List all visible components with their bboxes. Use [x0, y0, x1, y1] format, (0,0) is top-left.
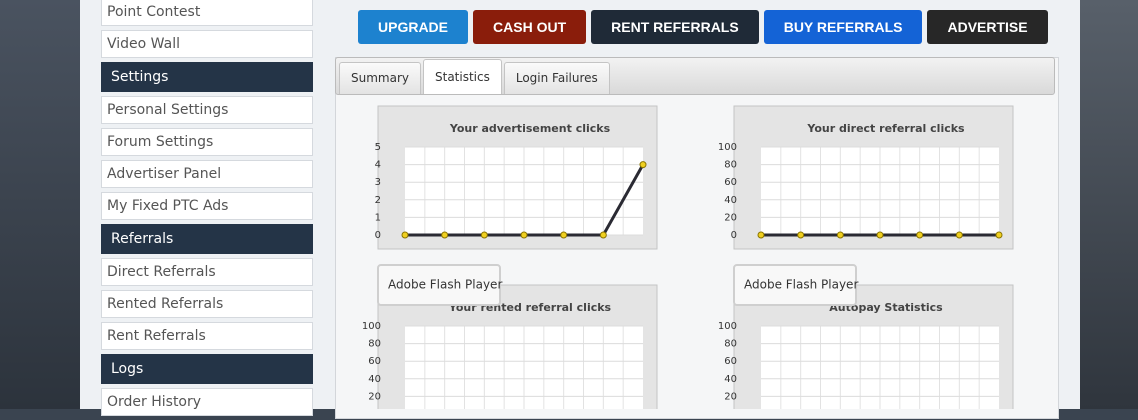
y-tick-label: 60 [368, 356, 381, 367]
flash-label: Adobe Flash Player [388, 278, 502, 292]
data-point [441, 231, 449, 239]
y-tick-label: 0 [731, 230, 737, 241]
y-tick-label: 60 [724, 356, 737, 367]
y-tick-label: 100 [718, 321, 737, 332]
nav-button[interactable]: ADVERTISE [927, 10, 1048, 44]
flash-label-box [377, 264, 501, 306]
data-point [876, 231, 884, 239]
y-tick-label: 20 [724, 391, 737, 402]
nav-button[interactable]: RENT REFERRALS [591, 10, 759, 44]
nav-button[interactable]: UPGRADE [358, 10, 469, 44]
menu-item[interactable]: Point Contest [101, 0, 313, 26]
tab[interactable]: Login Failures [503, 62, 610, 94]
y-tick-label: 80 [724, 160, 737, 171]
charts: Your advertisement clicks 0 1 2 3 4 5 Your dire… [362, 105, 1014, 409]
tab[interactable]: Summary [339, 62, 421, 94]
y-tick-label: 2 [375, 195, 381, 206]
button-bar: UPGRADE CASH OUT RENT REFERRALS BUY REFERRA… [358, 10, 1048, 44]
y-tick-label: 5 [375, 142, 381, 153]
menu-item[interactable]: Rent Referrals [101, 322, 313, 350]
menu-item[interactable]: Video Wall [101, 30, 313, 58]
menu-item[interactable]: Direct Referrals [101, 258, 313, 286]
y-tick-label: 20 [724, 212, 737, 223]
chart-title: Your direct referral clicks [806, 122, 965, 135]
sidebar: Point Contest Video Wall Settings Personal … [101, 0, 313, 420]
y-tick-label: 80 [724, 339, 737, 350]
nav-button[interactable]: BUY REFERRALS [763, 10, 923, 44]
y-tick-label: 40 [724, 195, 737, 206]
data-point [836, 231, 844, 239]
y-tick-label: 4 [375, 160, 381, 171]
data-point [995, 231, 1003, 239]
tab-bar: Summary Statistics Login Failures [335, 57, 1055, 95]
background-right [1080, 0, 1138, 409]
data-point [757, 231, 765, 239]
data-point [480, 231, 488, 239]
data-point [401, 231, 409, 239]
section-header: Logs [101, 354, 313, 384]
y-tick-label: 40 [368, 374, 381, 385]
y-tick-label: 3 [375, 177, 381, 188]
menu-item[interactable]: Personal Settings [101, 96, 313, 124]
y-tick-label: 100 [718, 142, 737, 153]
nav-button[interactable]: CASH OUT [473, 10, 587, 44]
menu-item[interactable]: Advertiser Panel [101, 160, 313, 188]
data-point [639, 161, 647, 169]
menu-item[interactable]: Rented Referrals [101, 290, 313, 318]
y-tick-label: 1 [375, 212, 381, 223]
data-point [916, 231, 924, 239]
background-left [0, 0, 80, 409]
data-point [520, 231, 528, 239]
y-tick-label: 40 [724, 374, 737, 385]
y-tick-label: 0 [375, 230, 381, 241]
tab[interactable]: Statistics [423, 59, 502, 94]
menu-item[interactable]: Forum Settings [101, 128, 313, 156]
chart-title: Your advertisement clicks [449, 122, 611, 135]
data-point [560, 231, 568, 239]
section-header: Settings [101, 62, 313, 92]
y-tick-label: 20 [368, 391, 381, 402]
data-point [955, 231, 963, 239]
chart-title: Autopay Statistics [829, 301, 943, 314]
data-point [797, 231, 805, 239]
section-header: Referrals [101, 224, 313, 254]
data-point [599, 231, 607, 239]
flash-label-box [733, 264, 857, 306]
y-tick-label: 100 [362, 321, 381, 332]
y-tick-label: 60 [724, 177, 737, 188]
flash-label: Adobe Flash Player [744, 278, 858, 292]
menu-item[interactable]: My Fixed PTC Ads [101, 192, 313, 220]
y-tick-label: 80 [368, 339, 381, 350]
